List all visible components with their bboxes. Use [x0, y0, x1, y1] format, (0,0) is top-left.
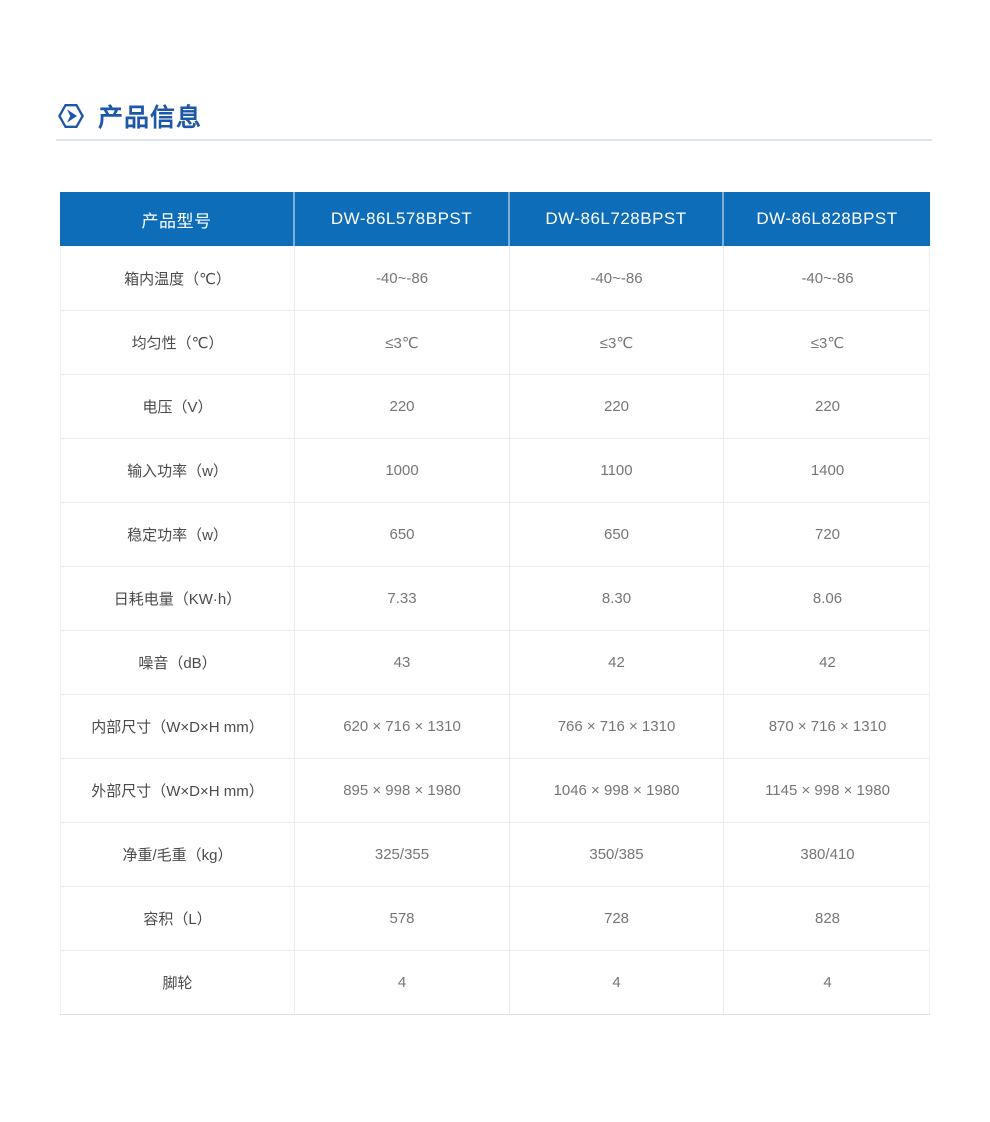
cell-value: 1145 × 998 × 1980 [723, 759, 931, 822]
cell-value: 220 [294, 375, 509, 438]
table-header-row: 产品型号 DW-86L578BPST DW-86L728BPST DW-86L8… [60, 192, 930, 246]
row-label: 电压（V） [142, 399, 213, 416]
column-header-model-578: DW-86L578BPST [293, 192, 508, 246]
table-row-volume: 容积（L） 578 728 828 [60, 886, 930, 950]
cell-value: 1046 × 998 × 1980 [509, 759, 723, 822]
column-header-model-828: DW-86L828BPST [722, 192, 930, 246]
cell-value: 8.30 [509, 567, 723, 630]
table-row-input-power: 输入功率（w） 1000 1100 1400 [60, 438, 930, 502]
cell-value: 7.33 [294, 567, 509, 630]
cell-value: 4 [509, 951, 723, 1014]
cell-value: 828 [723, 887, 931, 950]
table-row-uniformity: 均匀性（℃） ≤3℃ ≤3℃ ≤3℃ [60, 310, 930, 374]
row-label: 脚轮 [162, 975, 193, 992]
cell-value: 1000 [294, 439, 509, 502]
cell-value: 728 [509, 887, 723, 950]
cell-value: 350/385 [509, 823, 723, 886]
hexagon-arrow-icon [57, 102, 85, 130]
column-header-model-728: DW-86L728BPST [508, 192, 722, 246]
table-row-net-gross-weight: 净重/毛重（kg） 325/355 350/385 380/410 [60, 822, 930, 886]
cell-value: 380/410 [723, 823, 931, 886]
cell-value: ≤3℃ [294, 311, 509, 374]
table-row-internal-dimensions: 内部尺寸（W×D×H mm） 620 × 716 × 1310 766 × 71… [60, 694, 930, 758]
cell-value: ≤3℃ [723, 311, 931, 374]
table-row-voltage: 电压（V） 220 220 220 [60, 374, 930, 438]
table-row-casters: 脚轮 4 4 4 [60, 950, 930, 1014]
cell-value: 650 [509, 503, 723, 566]
section-divider [56, 139, 932, 141]
row-label: 容积（L） [143, 911, 212, 928]
cell-value: 42 [723, 631, 931, 694]
cell-value: 42 [509, 631, 723, 694]
cell-value: -40~-86 [294, 246, 509, 310]
cell-value: 43 [294, 631, 509, 694]
row-label: 外部尺寸（W×D×H mm） [91, 783, 264, 800]
product-spec-table: 产品型号 DW-86L578BPST DW-86L728BPST DW-86L8… [60, 192, 930, 1015]
cell-value: 650 [294, 503, 509, 566]
cell-value: 1100 [509, 439, 723, 502]
cell-value: 620 × 716 × 1310 [294, 695, 509, 758]
cell-value: 766 × 716 × 1310 [509, 695, 723, 758]
cell-value: 895 × 998 × 1980 [294, 759, 509, 822]
cell-value: 1400 [723, 439, 931, 502]
table-row-stable-power: 稳定功率（w） 650 650 720 [60, 502, 930, 566]
row-label: 输入功率（w） [127, 463, 228, 480]
cell-value: 4 [723, 951, 931, 1014]
cell-value: ≤3℃ [509, 311, 723, 374]
cell-value: 220 [509, 375, 723, 438]
cell-value: 220 [723, 375, 931, 438]
row-label: 箱内温度（℃） [124, 270, 231, 288]
row-label: 均匀性（℃） [131, 335, 224, 352]
row-label: 净重/毛重（kg） [122, 847, 233, 864]
cell-value: 578 [294, 887, 509, 950]
table-row-daily-consumption: 日耗电量（KW·h） 7.33 8.30 8.06 [60, 566, 930, 630]
cell-value: 8.06 [723, 567, 931, 630]
section-title: 产品信息 [98, 104, 203, 132]
cell-value: 720 [723, 503, 931, 566]
row-label: 噪音（dB） [138, 655, 217, 672]
cell-value: 325/355 [294, 823, 509, 886]
cell-value: 870 × 716 × 1310 [723, 695, 931, 758]
row-label: 日耗电量（KW·h） [113, 591, 242, 608]
table-row-noise: 噪音（dB） 43 42 42 [60, 630, 930, 694]
section-header: 产品信息 [57, 98, 202, 134]
row-label: 稳定功率（w） [127, 527, 228, 544]
table-row-cabinet-temp: 箱内温度（℃） -40~-86 -40~-86 -40~-86 [60, 246, 930, 310]
column-header-param: 产品型号 [141, 211, 212, 231]
cell-value: 4 [294, 951, 509, 1014]
row-label: 内部尺寸（W×D×H mm） [91, 719, 264, 736]
cell-value: -40~-86 [723, 246, 931, 310]
table-row-external-dimensions: 外部尺寸（W×D×H mm） 895 × 998 × 1980 1046 × 9… [60, 758, 930, 822]
cell-value: -40~-86 [509, 246, 723, 310]
